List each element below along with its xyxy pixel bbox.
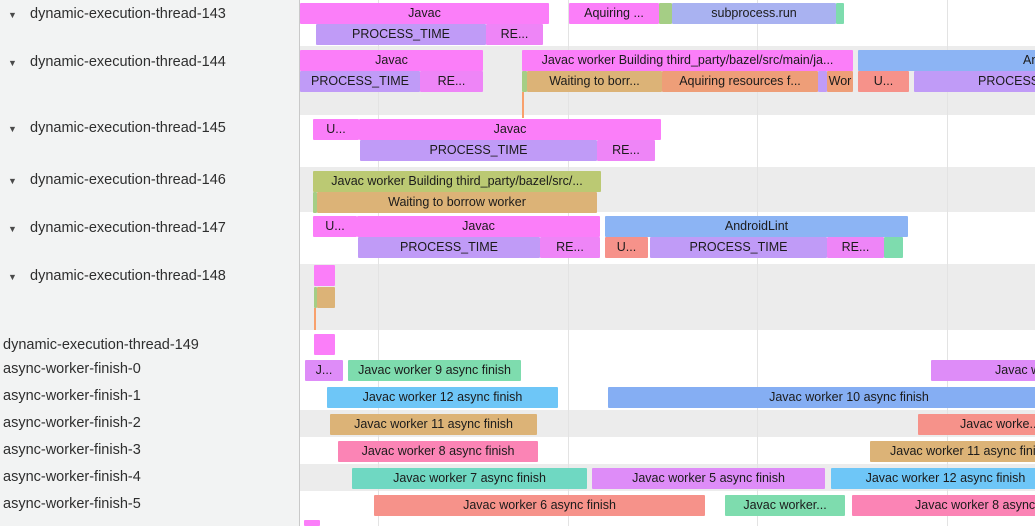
trace-slice[interactable]: Javac worke... (918, 414, 1035, 435)
track-name-label[interactable]: async-worker-finish-5 (3, 496, 141, 512)
track-name-label[interactable]: async-worker-finish-2 (3, 415, 141, 431)
track-name-label[interactable]: dynamic-execution-thread-147 (30, 220, 226, 236)
time-gridline (947, 0, 948, 526)
timeline-canvas[interactable]: Javac Aquiring ... subprocess.run PROCESS_T… (300, 0, 1035, 526)
track-name-label[interactable]: dynamic-execution-thread-145 (30, 120, 226, 136)
trace-slice[interactable]: Javac worker 12 async finish (831, 468, 1035, 489)
track-name-sidebar: ▼ dynamic-execution-thread-143 ▼ dynamic-ex… (0, 0, 300, 526)
trace-slice[interactable]: Javac worker 6 async finish (374, 495, 705, 516)
trace-slice[interactable]: Javac worker... (725, 495, 845, 516)
trace-slice[interactable] (818, 71, 827, 92)
track-background (300, 264, 1035, 330)
track-name-label[interactable]: dynamic-execution-thread-144 (30, 54, 226, 70)
trace-slice[interactable]: Javac worker 9 async finish (348, 360, 521, 381)
slice-label: Javac worker 8 async finish (915, 498, 1035, 512)
trace-slice[interactable]: J... (305, 360, 343, 381)
trace-slice[interactable]: RE... (540, 237, 600, 258)
track-name-label[interactable]: dynamic-execution-thread-148 (30, 268, 226, 284)
trace-slice[interactable]: U... (313, 119, 359, 140)
trace-slice[interactable]: Aquiring ... (569, 3, 659, 24)
trace-slice[interactable]: PROCESS_TIME (360, 140, 597, 161)
expander-icon[interactable]: ▼ (8, 58, 17, 68)
trace-slice[interactable]: PROCESS_TIME (300, 71, 420, 92)
trace-slice[interactable]: Javac worker 8 async finish (852, 495, 1035, 516)
slice-label: Javac worker 11 async finish (890, 444, 1035, 458)
trace-slice[interactable]: Waiting to borr... (527, 71, 662, 92)
trace-slice[interactable]: Javac worker 10 async finish (608, 387, 1035, 408)
trace-slice[interactable]: Wor (827, 71, 853, 92)
trace-slice[interactable]: RE... (486, 24, 543, 45)
trace-slice[interactable]: Javac w... (931, 360, 1035, 381)
trace-slice[interactable]: AndroidLint (858, 50, 1035, 71)
trace-slice[interactable]: Javac (357, 216, 600, 237)
trace-slice[interactable]: RE... (827, 237, 884, 258)
trace-slice[interactable]: PROCESS_TIME (316, 24, 486, 45)
trace-slice[interactable]: U... (605, 237, 648, 258)
trace-slice[interactable] (304, 520, 320, 526)
trace-slice[interactable] (314, 334, 335, 355)
trace-slice[interactable]: Javac worker 7 async finish (352, 468, 587, 489)
trace-slice[interactable]: U... (858, 71, 909, 92)
trace-slice[interactable]: subprocess.run (672, 3, 836, 24)
time-gridline (757, 0, 758, 526)
trace-slice[interactable] (313, 192, 317, 213)
trace-slice[interactable] (317, 287, 335, 308)
slice-label: PROCESS_TIME (978, 74, 1035, 88)
expander-icon[interactable]: ▼ (8, 176, 17, 186)
expander-icon[interactable]: ▼ (8, 124, 17, 134)
track-background (300, 518, 1035, 526)
trace-slice[interactable]: U... (313, 216, 357, 237)
trace-slice[interactable]: Aquiring resources f... (662, 71, 818, 92)
slice-label: Javac worke... (960, 417, 1035, 431)
track-name-label[interactable]: dynamic-execution-thread-149 (3, 337, 199, 353)
trace-slice[interactable]: PROCESS_TIME (650, 237, 827, 258)
trace-slice[interactable]: Javac (300, 3, 549, 24)
slice-label: Javac w... (995, 363, 1035, 377)
trace-slice[interactable]: PROCESS_TIME (358, 237, 540, 258)
trace-slice[interactable]: AndroidLint (605, 216, 908, 237)
trace-slice[interactable] (314, 265, 335, 286)
track-name-label[interactable]: async-worker-finish-0 (3, 361, 141, 377)
track-name-label[interactable]: async-worker-finish-1 (3, 388, 141, 404)
trace-slice[interactable] (314, 287, 317, 308)
trace-slice[interactable]: Javac (359, 119, 661, 140)
expander-icon[interactable]: ▼ (8, 224, 17, 234)
trace-slice[interactable] (884, 237, 903, 258)
trace-slice[interactable]: Javac worker Building third_party/bazel/… (522, 50, 853, 71)
instant-tick[interactable] (522, 92, 524, 118)
trace-slice[interactable] (522, 71, 527, 92)
slice-label: AndroidLint (1023, 53, 1035, 67)
trace-slice[interactable]: Javac (300, 50, 483, 71)
trace-slice[interactable]: PROCESS_TIME (914, 71, 1035, 92)
trace-slice[interactable]: Javac worker 12 async finish (327, 387, 558, 408)
track-name-label[interactable]: async-worker-finish-3 (3, 442, 141, 458)
trace-slice[interactable]: RE... (420, 71, 483, 92)
trace-slice[interactable]: Javac worker 8 async finish (338, 441, 538, 462)
expander-icon[interactable]: ▼ (8, 10, 17, 20)
trace-slice[interactable]: RE... (597, 140, 655, 161)
trace-slice[interactable]: Javac worker 11 async finish (330, 414, 537, 435)
time-gridline (568, 0, 569, 526)
time-gridline (378, 0, 379, 526)
trace-slice[interactable]: Javac worker Building third_party/bazel/… (313, 171, 601, 192)
trace-slice[interactable]: Javac worker 5 async finish (592, 468, 825, 489)
track-background (300, 330, 1035, 356)
instant-tick[interactable] (314, 308, 316, 330)
trace-slice[interactable]: Javac worker 11 async finish (870, 441, 1035, 462)
track-name-label[interactable]: dynamic-execution-thread-146 (30, 172, 226, 188)
trace-slice[interactable]: Waiting to borrow worker (317, 192, 597, 213)
trace-slice[interactable] (836, 3, 844, 24)
trace-slice[interactable] (659, 3, 672, 24)
track-name-label[interactable]: dynamic-execution-thread-143 (30, 6, 226, 22)
expander-icon[interactable]: ▼ (8, 272, 17, 282)
track-name-label[interactable]: async-worker-finish-4 (3, 469, 141, 485)
